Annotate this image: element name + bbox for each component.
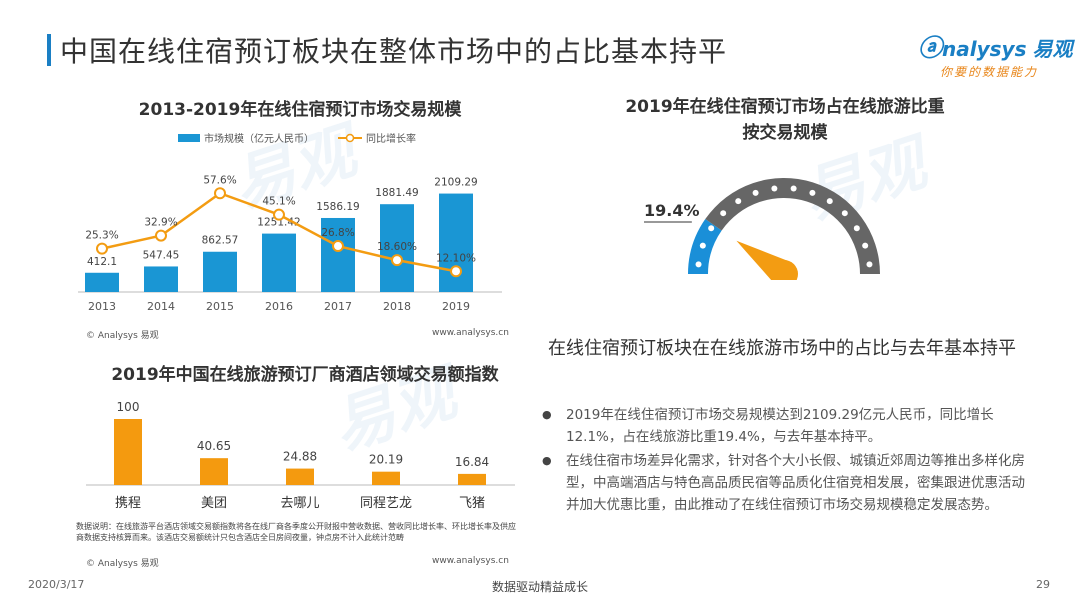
growth-data-label: 32.9%: [144, 217, 177, 229]
bar-去哪儿: [286, 468, 314, 485]
chart1-legend: 市场规模（亿元人民币） 同比增长率: [178, 132, 416, 145]
x-tick-label: 2016: [265, 300, 293, 313]
logo-brand: nalysys: [942, 37, 1027, 61]
footer-date: 2020/3/17: [28, 578, 85, 591]
title-accent-bar: [47, 34, 51, 66]
gauge-dot: [853, 225, 860, 232]
logo-slogan: 你要的数据能力: [940, 65, 1039, 79]
gauge-dot: [809, 189, 816, 196]
growth-point: [214, 187, 226, 200]
bar-2017: [321, 217, 355, 292]
chart3-gauge-svg: 19.4%: [644, 178, 880, 280]
page-number: 29: [1036, 578, 1050, 591]
gauge-dot: [866, 261, 873, 268]
bar-data-label: 1586.19: [316, 201, 359, 213]
chart3-subtitle: 按交易规模: [742, 123, 828, 143]
gauge-dot: [826, 198, 833, 205]
growth-data-label: 57.6%: [203, 174, 236, 186]
x-tick-label: 2013: [88, 300, 116, 313]
x-tick-label: 去哪儿: [280, 496, 319, 511]
chart2-title: 2019年中国在线旅游预订厂商酒店领域交易额指数: [111, 365, 499, 385]
bar-2018: [380, 204, 414, 292]
gauge-dot: [695, 261, 702, 268]
legend-label-bar: 市场规模（亿元人民币）: [204, 132, 314, 145]
bar-data-label: 1881.49: [375, 187, 418, 199]
chart2-note: 数据说明：在线旅游平台酒店领域交易额指数将各在线厂商各季度公开财报中营收数据、营…: [76, 522, 516, 542]
growth-data-label: 25.3%: [85, 230, 118, 242]
bar-2013: [85, 272, 119, 292]
page-title: 中国在线住宿预订板块在整体市场中的占比基本持平: [60, 35, 728, 68]
x-tick-label: 2014: [147, 300, 175, 313]
growth-point: [332, 240, 344, 253]
bullet-item: 2019年在线住宿预订市场交易规模达到2109.29亿元人民币，同比增长12.1…: [540, 404, 1036, 448]
bar-data-label: 100: [117, 400, 140, 414]
chart1-source-right: www.analysys.cn: [432, 328, 509, 338]
x-tick-label: 飞猪: [459, 496, 485, 511]
chart1-source-left: © Analysys 易观: [86, 331, 159, 341]
bar-data-label: 547.45: [143, 249, 180, 261]
bar-美团: [200, 458, 228, 485]
bar-2015: [203, 251, 237, 292]
bar-data-label: 16.84: [455, 455, 489, 469]
bullet-item: 在线住宿市场差异化需求，针对各个大小长假、城镇近郊周边等推出多样化房型，中高端酒…: [540, 450, 1036, 516]
summary-subtitle: 在线住宿预订板块在在线旅游市场中的占比与去年基本持平: [548, 338, 1016, 359]
x-tick-label: 携程: [115, 495, 141, 511]
footer-slogan: 数据驱动精益成长: [491, 580, 588, 594]
gauge-dot: [699, 242, 706, 249]
legend-line-marker: [345, 133, 355, 143]
x-tick-label: 2017: [324, 300, 352, 313]
bar-data-label: 24.88: [283, 450, 317, 464]
gauge-dot: [752, 189, 759, 196]
gauge-dot: [790, 185, 797, 192]
legend-label-line: 同比增长率: [366, 132, 416, 145]
gauge-dot: [735, 198, 742, 205]
bar-2016: [262, 233, 296, 292]
gauge-dot: [720, 210, 727, 217]
bar-data-label: 2109.29: [434, 177, 477, 189]
growth-point: [96, 242, 108, 255]
growth-point: [155, 229, 167, 242]
bar-data-label: 40.65: [197, 439, 231, 453]
bar-data-label: 412.1: [87, 256, 117, 268]
bar-data-label: 20.19: [369, 453, 403, 467]
gauge-dot: [771, 185, 778, 192]
chart2-source-left: © Analysys 易观: [86, 559, 159, 569]
legend-bar-swatch: [178, 134, 200, 142]
chart3-title: 2019年在线住宿预订市场占在线旅游比重 按交易规模: [560, 94, 1010, 146]
growth-data-label: 26.8%: [321, 227, 354, 239]
growth-data-label: 12.10%: [436, 252, 476, 264]
growth-point: [273, 208, 285, 221]
chart3-title-line1: 2019年在线住宿预订市场占在线旅游比重: [625, 97, 945, 117]
chart2-source-right: www.analysys.cn: [432, 556, 509, 566]
growth-point: [450, 265, 462, 278]
summary-bullets: 2019年在线住宿预订市场交易规模达到2109.29亿元人民币，同比增长12.1…: [540, 404, 1036, 518]
chart2-svg: 100 携程 40.65 美团 24.88 去哪儿 20.19 同程艺龙 16.84 飞猪: [86, 400, 515, 511]
logo: ⓐnalysys 易观 你要的数据能力: [918, 28, 1072, 80]
x-tick-label: 美团: [201, 496, 227, 511]
chart1-svg: 市场规模（亿元人民币） 同比增长率 2013 412.1 2014 547.45 201…: [78, 132, 502, 313]
growth-data-label: 45.1%: [262, 196, 295, 208]
bar-data-label: 862.57: [202, 235, 239, 247]
x-tick-label: 2018: [383, 300, 411, 313]
gauge-dot: [862, 242, 869, 249]
logo-a-icon: ⓐ: [918, 34, 942, 62]
gauge-remainder-arc: [705, 178, 880, 274]
x-tick-label: 2015: [206, 300, 234, 313]
gauge-value-label: 19.4%: [644, 201, 700, 220]
logo-brand-cn: 易观: [1032, 37, 1073, 61]
growth-point: [391, 254, 403, 267]
gauge-dot: [841, 210, 848, 217]
bar-携程: [114, 419, 142, 485]
bar-2014: [144, 266, 178, 292]
growth-data-label: 18.60%: [377, 241, 417, 253]
bar-飞猪: [458, 473, 486, 485]
x-tick-label: 同程艺龙: [360, 496, 412, 511]
chart1-title: 2013-2019年在线住宿预订市场交易规模: [138, 100, 462, 120]
x-tick-label: 2019: [442, 300, 470, 313]
bar-同程艺龙: [372, 471, 400, 485]
gauge-needle-hub: [770, 260, 798, 280]
gauge-dot: [708, 225, 715, 232]
